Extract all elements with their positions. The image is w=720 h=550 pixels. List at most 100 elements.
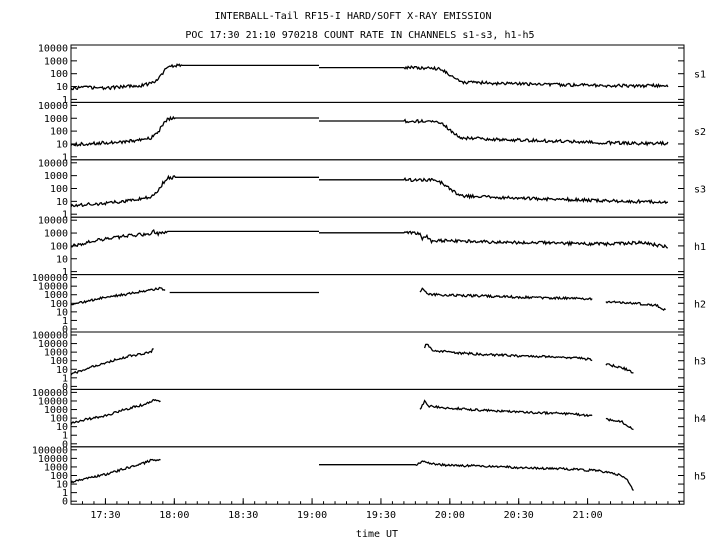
series-line-h3 <box>70 348 154 376</box>
y-tick-label: 10000 <box>38 454 68 465</box>
y-tick-label: 1000 <box>44 348 68 359</box>
time-axis: 17:30 18:00 18:30 19:00 19:30 20:00 20:30 21:00 <box>70 498 680 521</box>
series-line-h4 <box>419 399 593 418</box>
y-tick-label: 0 <box>62 497 68 508</box>
series-line-s1 <box>319 65 669 89</box>
y-tick-label: 1000 <box>44 290 68 301</box>
y-tick-label: 100 <box>50 356 68 367</box>
y-tick-label: 1000 <box>44 405 68 416</box>
y-tick-label: 100000 <box>32 273 68 284</box>
y-tick-label: 1 <box>62 95 68 106</box>
channel-label-s1: s1 <box>694 70 706 81</box>
y-tick-label: 1 <box>62 488 68 499</box>
series-line-h3 <box>605 363 634 374</box>
channel-panels: 100001000100101s1100001000100101s2100001… <box>32 44 706 508</box>
series-line-h3 <box>423 343 593 362</box>
y-tick-label: 0 <box>62 325 68 336</box>
y-tick-label: 100 <box>50 299 68 310</box>
y-tick-label: 10 <box>56 480 68 491</box>
series-line-s3 <box>319 177 668 205</box>
chart-subtitle: POC 17:30 21:10 970218 COUNT RATE IN CHA… <box>185 30 534 41</box>
y-tick-label: 10 <box>56 365 68 376</box>
y-tick-label: 100 <box>50 471 68 482</box>
y-tick-label: 10000 <box>38 396 68 407</box>
y-tick-label: 1000 <box>44 171 68 182</box>
y-tick-label: 1 <box>62 373 68 384</box>
y-tick-label: 10000 <box>38 158 68 169</box>
panel-frame <box>70 388 685 448</box>
x-tick-label: 21:00 <box>573 510 603 521</box>
series-line-s3 <box>70 174 319 208</box>
y-tick-label: 100000 <box>32 445 68 456</box>
y-tick-label: 0 <box>62 439 68 450</box>
y-tick-label: 1 <box>62 152 68 163</box>
channel-label-h3: h3 <box>694 357 706 368</box>
y-tick-label: 10000 <box>38 44 68 55</box>
panel-frame <box>70 101 685 161</box>
y-tick-label: 10 <box>56 307 68 318</box>
y-tick-label: 10 <box>56 254 68 265</box>
series-line-h2 <box>605 300 666 312</box>
chart-title: INTERBALL-Tail RF15-I HARD/SOFT X-RAY EM… <box>215 11 492 22</box>
y-tick-label: 10 <box>56 139 68 150</box>
series-line-h2 <box>419 287 593 301</box>
y-tick-label: 10 <box>56 422 68 433</box>
series-line-h5 <box>70 458 161 484</box>
channel-label-s2: s2 <box>694 127 706 138</box>
y-tick-label: 100 <box>50 69 68 80</box>
x-tick-label: 20:00 <box>435 510 465 521</box>
y-tick-label: 100000 <box>32 388 68 399</box>
series-line-h5 <box>319 460 634 491</box>
y-tick-label: 10000 <box>38 282 68 293</box>
panel-frame <box>70 159 685 218</box>
panel-frame <box>70 216 685 276</box>
y-tick-label: 1 <box>62 210 68 221</box>
series-line-h4 <box>605 417 634 431</box>
y-tick-label: 1000 <box>44 229 68 240</box>
x-axis-label: time UT <box>356 529 398 540</box>
series-line-s2 <box>319 118 669 147</box>
series-line-s2 <box>70 115 319 147</box>
y-tick-label: 10000 <box>38 339 68 350</box>
y-tick-label: 10 <box>56 82 68 93</box>
channel-label-s3: s3 <box>694 185 706 196</box>
y-tick-label: 10000 <box>38 101 68 112</box>
y-tick-label: 1 <box>62 431 68 442</box>
x-tick-label: 18:00 <box>159 510 189 521</box>
x-tick-label: 18:30 <box>228 510 258 521</box>
y-tick-label: 1000 <box>44 56 68 67</box>
channel-label-h4: h4 <box>694 414 706 425</box>
y-tick-label: 10 <box>56 197 68 208</box>
y-tick-label: 1000 <box>44 462 68 473</box>
y-tick-label: 100 <box>50 127 68 138</box>
series-line-s1 <box>70 63 319 91</box>
x-tick-label: 17:30 <box>90 510 120 521</box>
series-line-h1 <box>70 229 319 248</box>
y-tick-label: 1 <box>62 267 68 278</box>
x-tick-label: 19:00 <box>297 510 327 521</box>
channel-label-h2: h2 <box>694 299 706 310</box>
y-tick-label: 1 <box>62 316 68 327</box>
y-tick-label: 0 <box>62 382 68 393</box>
series-line-h1 <box>319 230 668 249</box>
x-tick-label: 20:30 <box>504 510 534 521</box>
y-tick-label: 100000 <box>32 331 68 342</box>
channel-label-h5: h5 <box>694 472 706 483</box>
y-tick-label: 10000 <box>38 216 68 227</box>
x-tick-label: 19:30 <box>366 510 396 521</box>
panel-frame <box>70 446 685 505</box>
y-tick-label: 100 <box>50 414 68 425</box>
series-line-h2 <box>70 286 166 306</box>
panel-frame <box>70 274 685 333</box>
y-tick-label: 100 <box>50 184 68 195</box>
y-tick-label: 1000 <box>44 114 68 125</box>
channel-label-h1: h1 <box>694 242 706 253</box>
